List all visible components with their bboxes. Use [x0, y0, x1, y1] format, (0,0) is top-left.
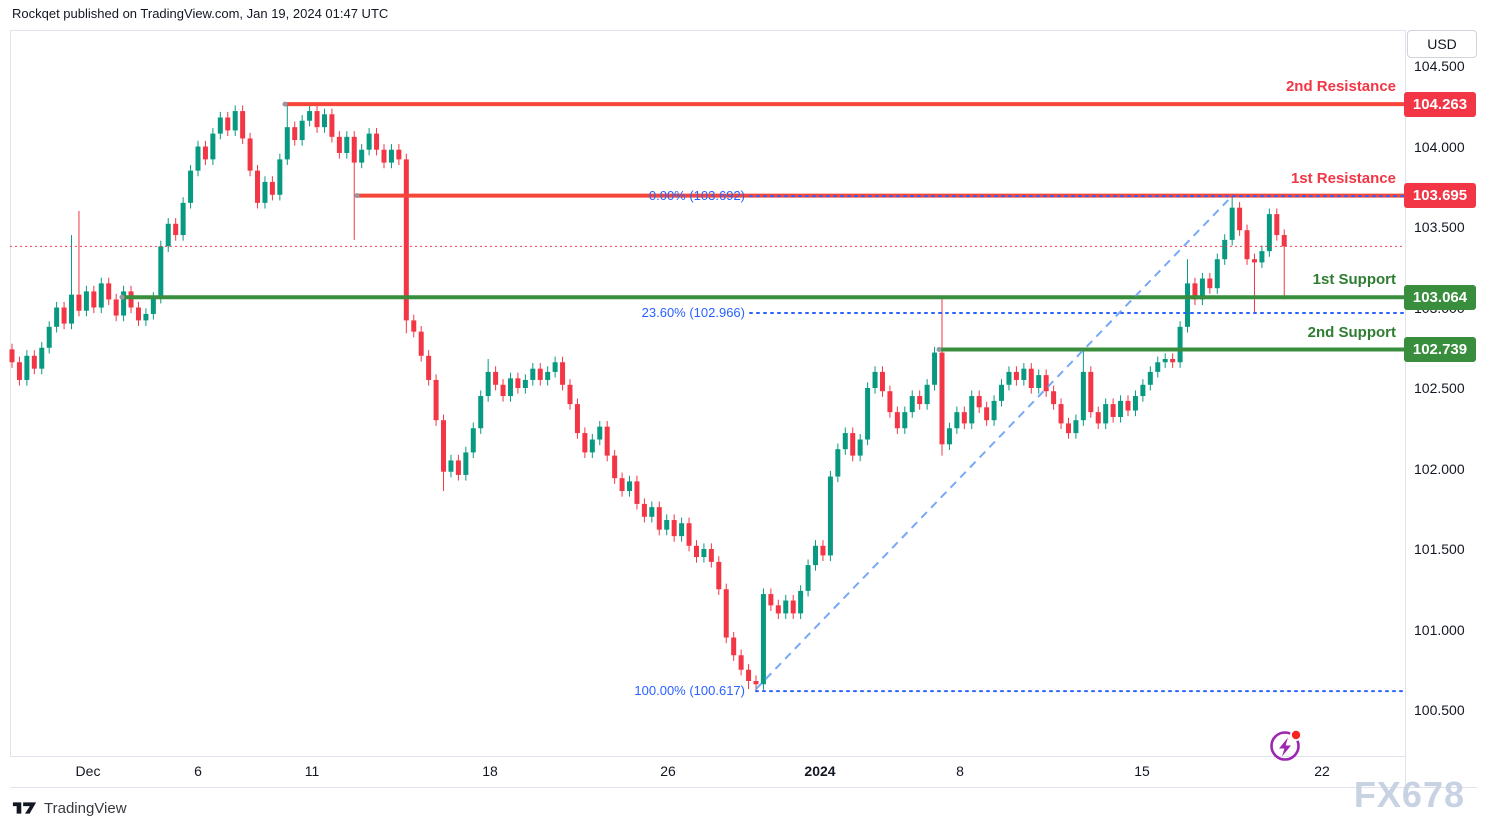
fib-level-label: 23.60% (102.966) — [641, 304, 745, 320]
price-tick: 102.500 — [1414, 380, 1465, 396]
support-resistance-lines — [119, 101, 1405, 353]
time-tick: 6 — [194, 763, 202, 779]
time-tick: 22 — [1314, 763, 1330, 779]
time-tick: 26 — [660, 763, 676, 779]
plot-border-left — [10, 30, 11, 756]
level-name-label: 1st Support — [1312, 271, 1396, 289]
price-badge: 102.739 — [1404, 337, 1476, 363]
price-tick: 100.500 — [1414, 702, 1465, 718]
currency-chip: USD — [1407, 30, 1477, 58]
price-tick: 101.500 — [1414, 541, 1465, 557]
price-badge: 104.263 — [1404, 91, 1476, 117]
tradingview-logo-link[interactable]: TradingView — [12, 799, 127, 817]
fx678-watermark: FX678 — [1353, 774, 1465, 815]
time-tick: 8 — [956, 763, 964, 779]
time-tick: 2024 — [804, 763, 836, 779]
level-name-label: 2nd Support — [1307, 323, 1396, 341]
level-name-label: 1st Resistance — [1290, 169, 1396, 187]
time-tick: 18 — [482, 763, 498, 779]
price-badge: 103.064 — [1404, 284, 1476, 310]
time-tick: Dec — [75, 763, 101, 779]
axis-separator — [1405, 30, 1406, 787]
attribution-text: Rockqet published on TradingView.com, Ja… — [12, 6, 389, 21]
fibonacci-retracement — [749, 195, 1406, 693]
price-tick: 103.500 — [1414, 219, 1465, 235]
plot-border-bottom — [10, 756, 1405, 757]
time-tick: 11 — [304, 763, 320, 779]
fib-trendline — [755, 195, 1233, 690]
price-tick: 101.000 — [1414, 621, 1465, 638]
plot-border-top — [10, 30, 1405, 31]
price-tick: 104.500 — [1414, 58, 1465, 74]
tradingview-logo-text: TradingView — [44, 799, 127, 817]
time-tick: 15 — [1134, 763, 1150, 779]
fib-level-label: 0.00% (103.692) — [648, 188, 745, 204]
price-tick: 104.000 — [1414, 138, 1465, 155]
fib-level-label: 100.00% (100.617) — [634, 683, 745, 699]
flash-icon[interactable] — [1266, 725, 1306, 765]
tradingview-logo-icon — [12, 802, 37, 814]
level-name-label: 2nd Resistance — [1285, 78, 1396, 96]
time-axis-border — [10, 787, 1477, 788]
price-badge: 103.695 — [1404, 183, 1476, 209]
price-tick: 102.000 — [1414, 460, 1465, 477]
